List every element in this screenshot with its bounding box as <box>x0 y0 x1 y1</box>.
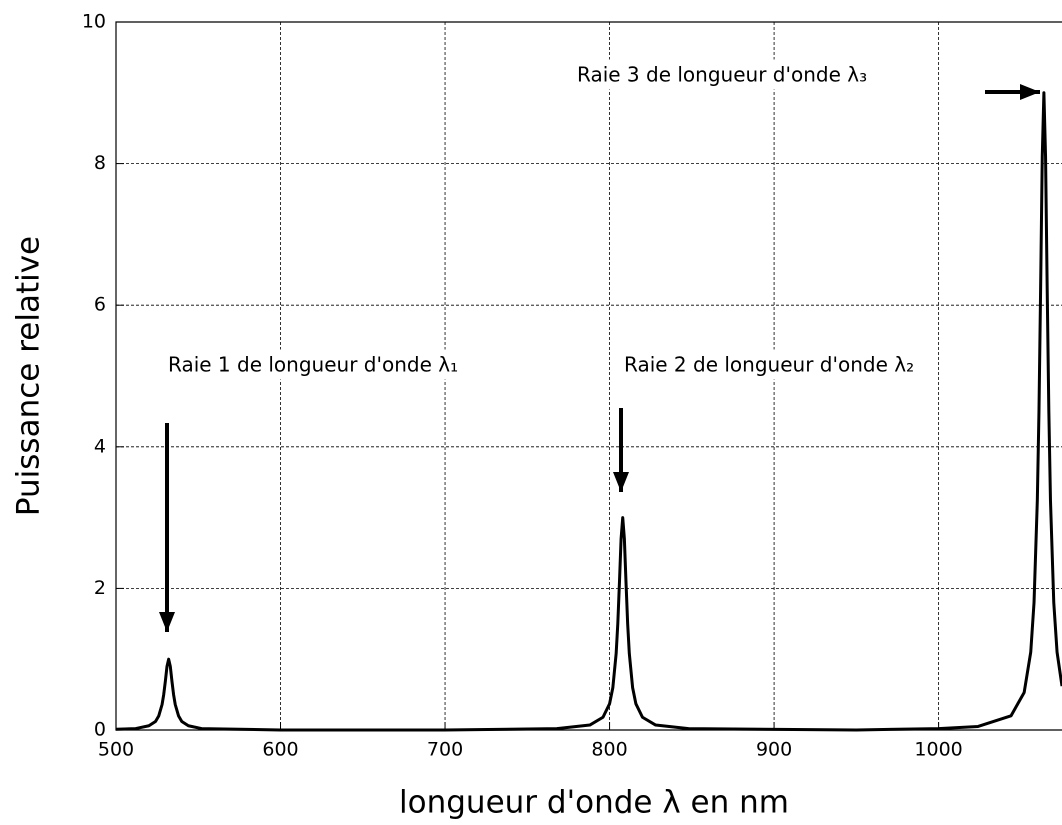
y-tick-label: 8 <box>94 152 106 174</box>
x-tick-label: 700 <box>427 739 463 761</box>
x-tick-label: 900 <box>756 739 792 761</box>
y-tick-label: 10 <box>82 11 106 33</box>
axes-frame <box>115 21 1062 731</box>
y-tick-label: 2 <box>94 577 106 599</box>
y-tick-label: 6 <box>94 294 106 316</box>
annotation: Raie 3 de longueur d'onde λ₃ <box>577 63 867 87</box>
x-tick-label: 800 <box>591 739 627 761</box>
x-axis-label: longueur d'onde λ en nm <box>399 785 789 821</box>
annotation-bg <box>573 59 872 90</box>
x-tick-label: 1000 <box>914 739 962 761</box>
x-tick-label: 600 <box>262 739 298 761</box>
annotation: Raie 2 de longueur d'onde λ₂ <box>624 353 914 377</box>
x-tick-label: 500 <box>98 739 134 761</box>
annotation: Raie 1 de longueur d'onde λ₁ <box>168 353 458 377</box>
y-tick-label: 0 <box>94 719 106 741</box>
y-axis-label: Puissance relative <box>11 236 47 516</box>
annotation-bg <box>164 349 463 380</box>
line-series <box>115 91 1062 732</box>
y-tick-label: 4 <box>94 435 106 457</box>
annotation-bg <box>620 349 919 380</box>
